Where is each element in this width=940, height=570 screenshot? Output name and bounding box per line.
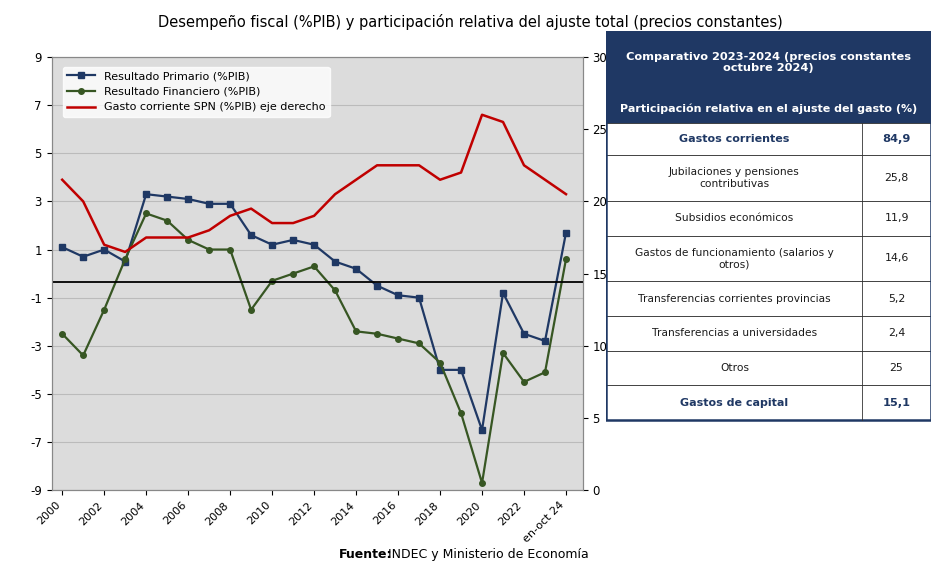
- Text: Otros: Otros: [720, 363, 749, 373]
- Bar: [606, 201, 931, 235]
- Text: INDEC y Ministerio de Economía: INDEC y Ministerio de Economía: [384, 548, 589, 561]
- Bar: [606, 31, 931, 94]
- Text: Gastos de capital: Gastos de capital: [681, 398, 789, 408]
- Text: Comparativo 2023-2024 (precios constantes
octubre 2024): Comparativo 2023-2024 (precios constante…: [626, 52, 911, 74]
- Bar: [606, 316, 931, 351]
- Text: Fuente:: Fuente:: [338, 548, 392, 561]
- Text: Transferencias a universidades: Transferencias a universidades: [651, 328, 817, 339]
- Text: Transferencias corrientes provincias: Transferencias corrientes provincias: [638, 294, 831, 304]
- Text: Gastos corrientes: Gastos corrientes: [680, 134, 790, 144]
- Legend: Resultado Primario (%PIB), Resultado Financiero (%PIB), Gasto corriente SPN (%PI: Resultado Primario (%PIB), Resultado Fin…: [63, 67, 330, 117]
- Text: Participación relativa en el ajuste del gasto (%): Participación relativa en el ajuste del …: [619, 103, 917, 113]
- Bar: [606, 31, 931, 420]
- Bar: [606, 351, 931, 385]
- Text: 2,4: 2,4: [888, 328, 905, 339]
- Bar: [606, 385, 931, 420]
- Text: 25: 25: [889, 363, 903, 373]
- Bar: [606, 235, 931, 282]
- Bar: [606, 123, 931, 155]
- Text: 25,8: 25,8: [885, 173, 909, 183]
- Text: Jubilaciones y pensiones
contributivas: Jubilaciones y pensiones contributivas: [669, 167, 800, 189]
- Text: Gastos de funcionamiento (salarios y
otros): Gastos de funcionamiento (salarios y otr…: [635, 247, 834, 269]
- Text: 15,1: 15,1: [883, 398, 911, 408]
- Text: Desempeño fiscal (%PIB) y participación relativa del ajuste total (precios const: Desempeño fiscal (%PIB) y participación …: [158, 14, 782, 30]
- Text: Subsidios económicos: Subsidios económicos: [675, 213, 793, 223]
- Text: 11,9: 11,9: [885, 213, 909, 223]
- Text: 5,2: 5,2: [888, 294, 905, 304]
- Bar: [606, 94, 931, 123]
- Text: 84,9: 84,9: [883, 134, 911, 144]
- Bar: [606, 155, 931, 201]
- Text: 14,6: 14,6: [885, 254, 909, 263]
- Bar: [606, 282, 931, 316]
